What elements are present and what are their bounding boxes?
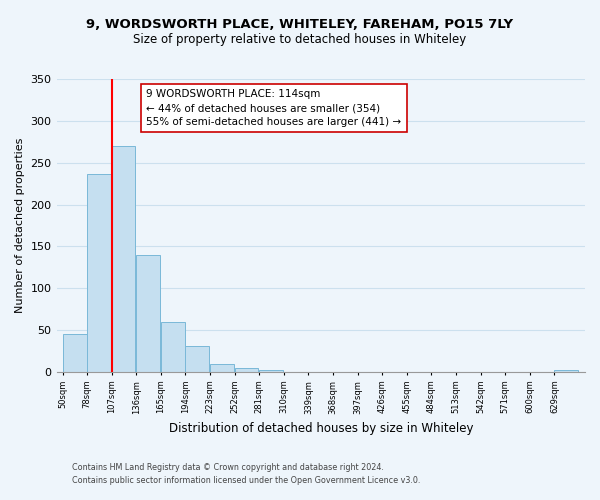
Bar: [87, 174, 111, 372]
Text: 9 WORDSWORTH PLACE: 114sqm
← 44% of detached houses are smaller (354)
55% of sem: 9 WORDSWORTH PLACE: 114sqm ← 44% of deta…: [146, 90, 401, 128]
Y-axis label: Number of detached properties: Number of detached properties: [15, 138, 25, 313]
Bar: [185, 346, 209, 372]
Text: Contains public sector information licensed under the Open Government Licence v3: Contains public sector information licen…: [72, 476, 421, 485]
X-axis label: Distribution of detached houses by size in Whiteley: Distribution of detached houses by size …: [169, 422, 473, 435]
Bar: [161, 322, 185, 372]
Text: 9, WORDSWORTH PLACE, WHITELEY, FAREHAM, PO15 7LY: 9, WORDSWORTH PLACE, WHITELEY, FAREHAM, …: [86, 18, 514, 30]
Bar: [235, 368, 259, 372]
Text: Size of property relative to detached houses in Whiteley: Size of property relative to detached ho…: [133, 32, 467, 46]
Bar: [554, 370, 578, 372]
Bar: [112, 146, 136, 372]
Bar: [210, 364, 234, 372]
Text: Contains HM Land Registry data © Crown copyright and database right 2024.: Contains HM Land Registry data © Crown c…: [72, 464, 384, 472]
Bar: [64, 334, 87, 372]
Bar: [136, 255, 160, 372]
Bar: [259, 370, 283, 372]
